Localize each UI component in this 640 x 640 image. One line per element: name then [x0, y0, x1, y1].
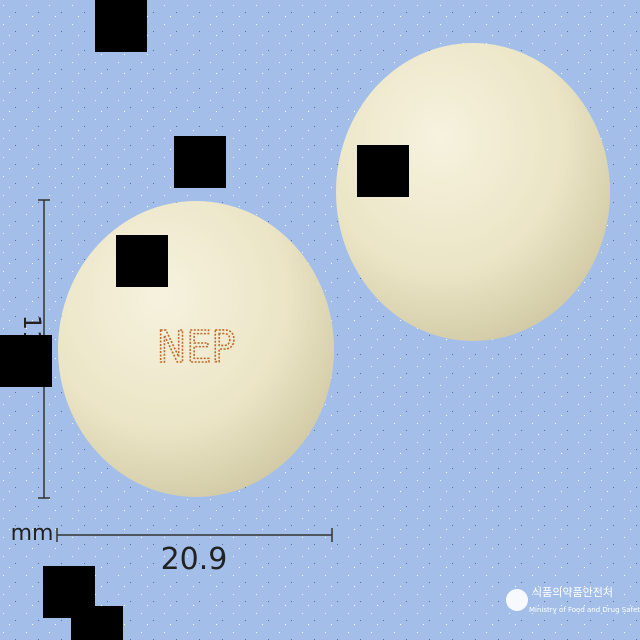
logo-english: Ministry of Food and Drug Safety	[529, 606, 640, 614]
logo: 식품의약품안전처 Ministry of Food and Drug Safet…	[506, 585, 640, 614]
unit-label: mm	[11, 521, 54, 546]
width-ruler	[56, 528, 333, 542]
redactions	[0, 0, 409, 640]
imprint: NEP	[157, 322, 235, 373]
logo-korean: 식품의약품안전처	[532, 585, 613, 599]
pill-back	[336, 43, 610, 341]
width-label: 20.9	[161, 542, 228, 577]
